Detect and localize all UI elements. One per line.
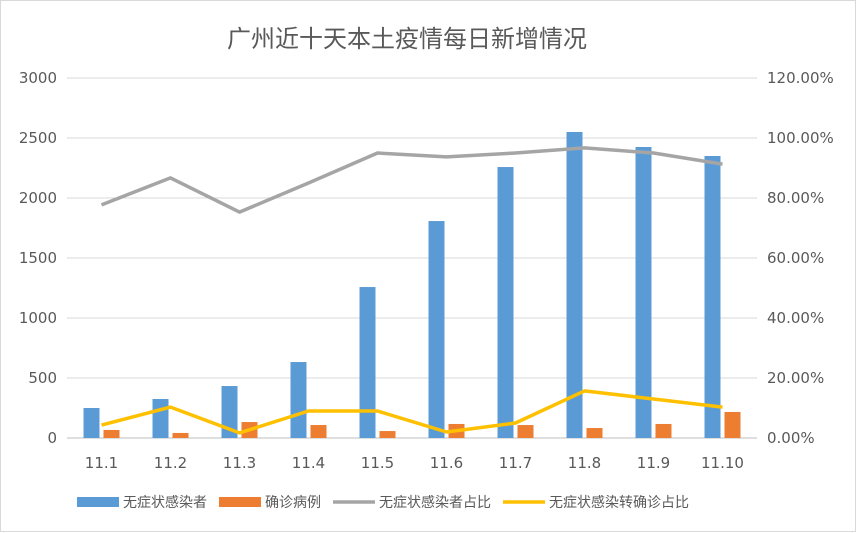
right-tick-label: 80.00% <box>767 189 824 207</box>
x-tick-label: 11.7 <box>499 454 532 472</box>
bar-asymptomatic <box>635 147 652 438</box>
right-tick-label: 120.00% <box>767 69 834 87</box>
bar-confirmed <box>724 411 741 438</box>
bar-asymptomatic <box>359 287 376 438</box>
line-series-conversion-ratio <box>101 389 723 435</box>
legend-label: 无症状感染者占比 <box>379 494 491 511</box>
legend-label: 无症状感染者 <box>123 494 207 511</box>
left-tick-label: 2000 <box>19 189 57 207</box>
bar-confirmed <box>103 429 120 438</box>
x-tick-label: 11.9 <box>637 454 670 472</box>
left-tick-label: 1000 <box>19 309 57 327</box>
left-tick-label: 1500 <box>19 249 57 267</box>
right-tick-label: 0.00% <box>767 429 815 447</box>
legend: 无症状感染者 确诊病例 无症状感染者占比 无症状感染转确诊占比 <box>77 494 689 511</box>
chart-title: 广州近十天本土疫情每日新增情况 <box>227 25 587 53</box>
x-tick-label: 11.4 <box>292 454 325 472</box>
bar-asymptomatic <box>221 386 238 438</box>
bar-asymptomatic <box>152 399 169 438</box>
x-tick-label: 11.10 <box>701 454 744 472</box>
line-series-asymptomatic-ratio <box>100 146 723 214</box>
x-tick-label: 11.6 <box>430 454 463 472</box>
legend-label: 确诊病例 <box>265 495 321 511</box>
x-tick-label: 11.1 <box>85 454 118 472</box>
bar-confirmed <box>517 425 534 438</box>
gridlines <box>67 77 757 439</box>
bar-asymptomatic <box>704 156 721 438</box>
x-tick-label: 11.8 <box>568 454 601 472</box>
legend-swatch <box>219 497 261 507</box>
x-tick-label: 11.5 <box>361 454 394 472</box>
axis-labels: 0 500 1000 1500 2000 2500 3000 0.00% 20.00% 40.00… <box>19 69 834 472</box>
left-tick-label: 500 <box>28 369 57 387</box>
x-tick-label: 11.3 <box>223 454 256 472</box>
right-tick-label: 100.00% <box>767 129 834 147</box>
bar-confirmed <box>586 428 603 438</box>
lines <box>100 146 723 435</box>
bar-confirmed <box>172 432 189 438</box>
left-tick-label: 2500 <box>19 129 57 147</box>
bar-confirmed <box>655 423 672 438</box>
right-tick-label: 40.00% <box>767 309 824 327</box>
left-tick-label: 3000 <box>19 69 57 87</box>
bar-asymptomatic <box>290 362 307 438</box>
bar-asymptomatic <box>428 221 445 438</box>
x-tick-label: 11.2 <box>154 454 187 472</box>
bar-confirmed <box>310 425 327 438</box>
bar-asymptomatic <box>497 167 514 439</box>
bar-asymptomatic <box>566 132 583 438</box>
right-tick-label: 60.00% <box>767 249 824 267</box>
legend-label: 无症状感染转确诊占比 <box>549 494 689 511</box>
bars <box>83 132 741 439</box>
bar-confirmed <box>379 431 396 438</box>
right-tick-label: 20.00% <box>767 369 824 387</box>
legend-swatch <box>77 497 119 507</box>
left-tick-label: 0 <box>47 429 57 447</box>
bar-asymptomatic <box>83 408 100 438</box>
